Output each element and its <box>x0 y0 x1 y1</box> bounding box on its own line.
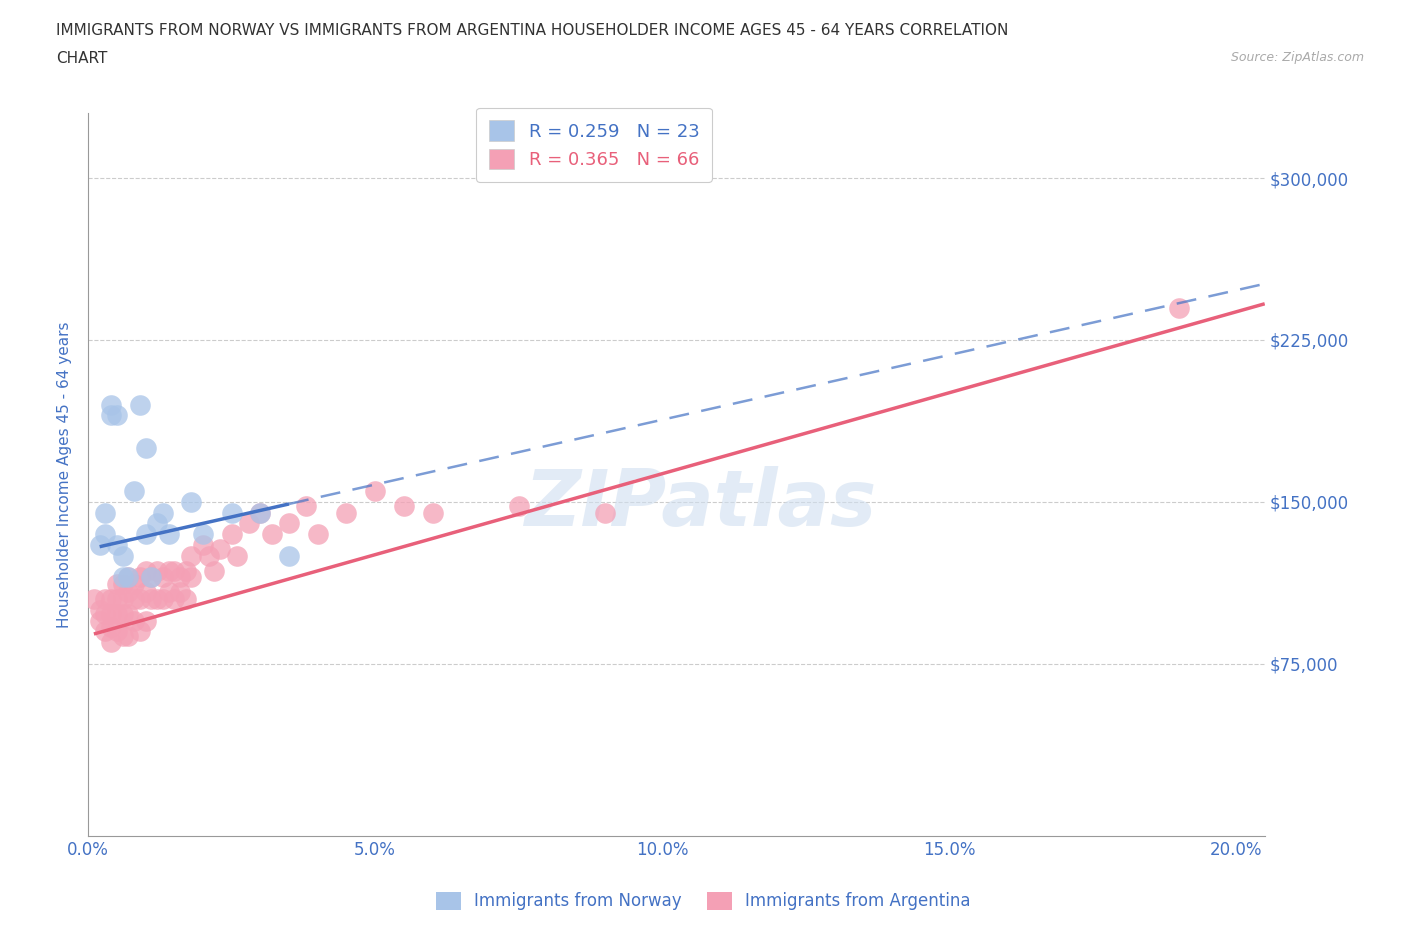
Point <box>174 564 197 578</box>
Point <box>105 624 128 639</box>
Point <box>221 505 243 520</box>
Point <box>105 577 128 591</box>
Point <box>163 591 186 606</box>
Legend: R = 0.259   N = 23, R = 0.365   N = 66: R = 0.259 N = 23, R = 0.365 N = 66 <box>477 108 711 182</box>
Point <box>117 585 139 600</box>
Point <box>508 498 530 513</box>
Point <box>278 516 301 531</box>
Point <box>94 624 117 639</box>
Point <box>157 526 180 541</box>
Point <box>152 570 174 585</box>
Point <box>146 564 169 578</box>
Point <box>204 564 226 578</box>
Point <box>152 591 174 606</box>
Point <box>100 619 122 634</box>
Point <box>146 516 169 531</box>
Point <box>100 408 122 423</box>
Point <box>94 505 117 520</box>
Point <box>278 549 301 564</box>
Point <box>135 585 157 600</box>
Point <box>146 591 169 606</box>
Point <box>135 526 157 541</box>
Point <box>221 526 243 541</box>
Point <box>111 577 134 591</box>
Point <box>593 505 616 520</box>
Point <box>105 408 128 423</box>
Point <box>191 526 214 541</box>
Point <box>141 570 163 585</box>
Point <box>191 538 214 552</box>
Point <box>135 564 157 578</box>
Point <box>89 613 111 628</box>
Point <box>117 570 139 585</box>
Point <box>238 516 260 531</box>
Point <box>135 441 157 456</box>
Point <box>169 585 191 600</box>
Y-axis label: Householder Income Ages 45 - 64 years: Householder Income Ages 45 - 64 years <box>58 322 72 628</box>
Point <box>249 505 271 520</box>
Point <box>111 628 134 643</box>
Point <box>117 570 139 585</box>
Point <box>141 591 163 606</box>
Point <box>157 585 180 600</box>
Point <box>180 549 202 564</box>
Point <box>117 628 139 643</box>
Text: CHART: CHART <box>56 51 108 66</box>
Point <box>122 613 145 628</box>
Point <box>105 538 128 552</box>
Point <box>169 570 191 585</box>
Legend: Immigrants from Norway, Immigrants from Argentina: Immigrants from Norway, Immigrants from … <box>429 885 977 917</box>
Point <box>122 591 145 606</box>
Point <box>89 538 111 552</box>
Point <box>100 591 122 606</box>
Point <box>122 484 145 498</box>
Point <box>83 591 105 606</box>
Point <box>180 495 202 510</box>
Point <box>1167 300 1189 315</box>
Point <box>422 505 444 520</box>
Point <box>111 591 134 606</box>
Point <box>128 624 150 639</box>
Point <box>105 606 128 621</box>
Point <box>226 549 249 564</box>
Text: Source: ZipAtlas.com: Source: ZipAtlas.com <box>1230 51 1364 64</box>
Point <box>174 591 197 606</box>
Point <box>122 577 145 591</box>
Point <box>100 397 122 412</box>
Text: ZIPatlas: ZIPatlas <box>524 466 876 542</box>
Point <box>94 606 117 621</box>
Point <box>295 498 318 513</box>
Point <box>111 606 134 621</box>
Point <box>128 570 150 585</box>
Point <box>94 526 117 541</box>
Point <box>128 591 150 606</box>
Point <box>111 570 134 585</box>
Point <box>94 591 117 606</box>
Point <box>180 570 202 585</box>
Point <box>135 613 157 628</box>
Point <box>117 606 139 621</box>
Point <box>100 606 122 621</box>
Point <box>152 505 174 520</box>
Point <box>111 549 134 564</box>
Point <box>364 484 387 498</box>
Point <box>89 603 111 618</box>
Point <box>141 570 163 585</box>
Point <box>209 542 232 557</box>
Point <box>100 634 122 649</box>
Point <box>260 526 283 541</box>
Point <box>335 505 357 520</box>
Point <box>105 591 128 606</box>
Point <box>128 397 150 412</box>
Point <box>197 549 219 564</box>
Text: IMMIGRANTS FROM NORWAY VS IMMIGRANTS FROM ARGENTINA HOUSEHOLDER INCOME AGES 45 -: IMMIGRANTS FROM NORWAY VS IMMIGRANTS FRO… <box>56 23 1008 38</box>
Point <box>249 505 271 520</box>
Point <box>307 526 329 541</box>
Point <box>392 498 415 513</box>
Point <box>163 564 186 578</box>
Point <box>157 564 180 578</box>
